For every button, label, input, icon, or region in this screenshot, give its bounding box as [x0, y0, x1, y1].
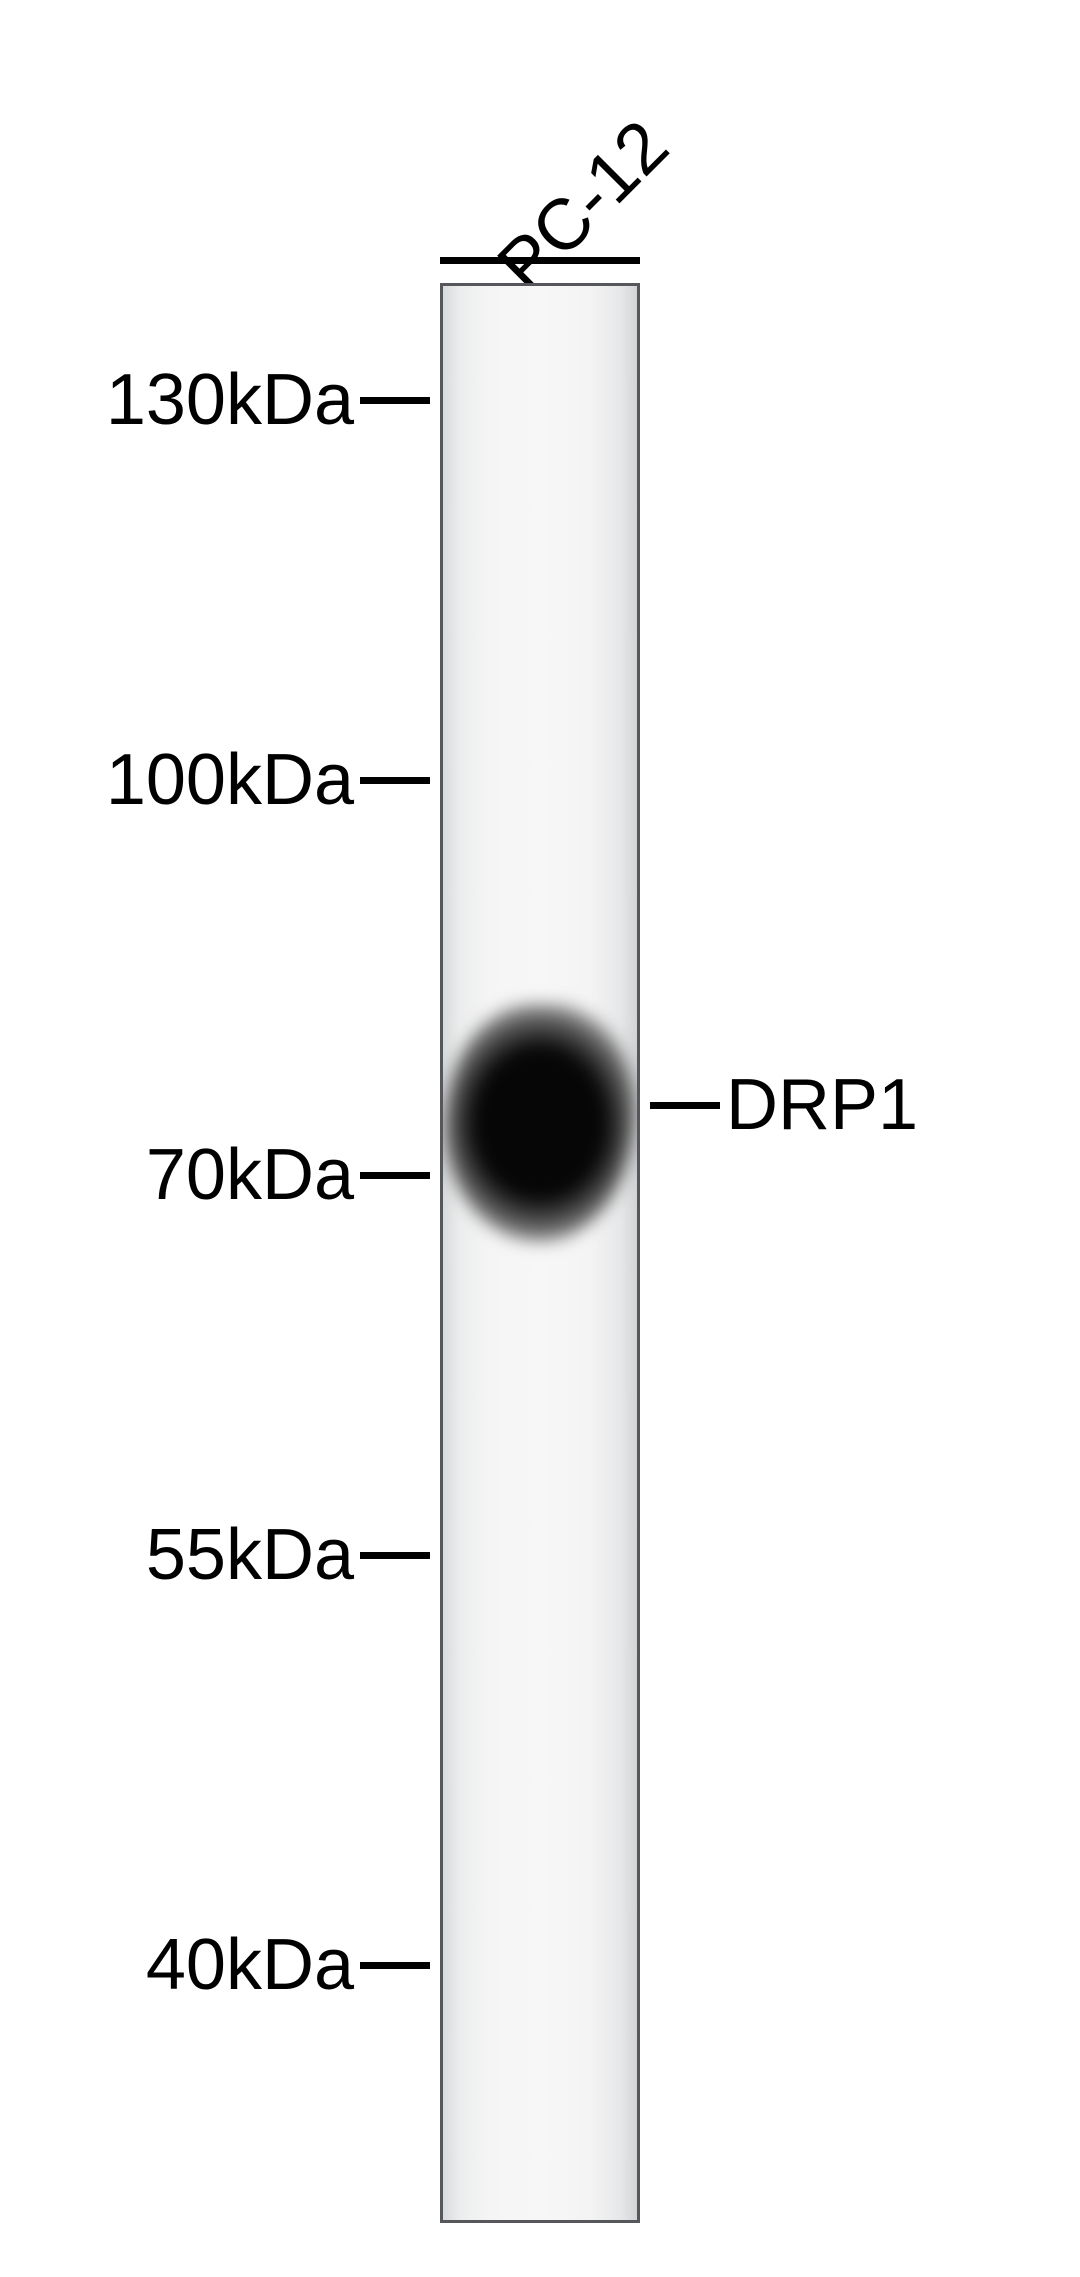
- mw-label: 100kDa: [106, 739, 354, 821]
- western-blot-figure: PC-12 130kDa 100kDa 70kDa 55kDa 40kDa DR…: [0, 0, 1080, 2277]
- mw-tick: [360, 777, 430, 784]
- lane-strip: [440, 283, 640, 2223]
- mw-label: 40kDa: [146, 1924, 354, 2006]
- lane-background: [440, 283, 640, 2223]
- mw-tick: [360, 1552, 430, 1559]
- mw-marker-40: 40kDa: [146, 1929, 430, 2001]
- band-tick: [650, 1102, 720, 1109]
- mw-marker-70: 70kDa: [146, 1139, 430, 1211]
- mw-marker-130: 130kDa: [106, 364, 430, 436]
- band-label-drp1: DRP1: [650, 1069, 918, 1141]
- mw-marker-100: 100kDa: [106, 744, 430, 816]
- mw-tick: [360, 397, 430, 404]
- mw-label: 55kDa: [146, 1514, 354, 1596]
- mw-label: 130kDa: [106, 359, 354, 441]
- lane-header-label: PC-12: [482, 105, 684, 307]
- lane-header-underline: [440, 257, 640, 264]
- mw-tick: [360, 1172, 430, 1179]
- mw-marker-55: 55kDa: [146, 1519, 430, 1591]
- mw-label: 70kDa: [146, 1134, 354, 1216]
- band-label-text: DRP1: [726, 1064, 918, 1146]
- mw-tick: [360, 1962, 430, 1969]
